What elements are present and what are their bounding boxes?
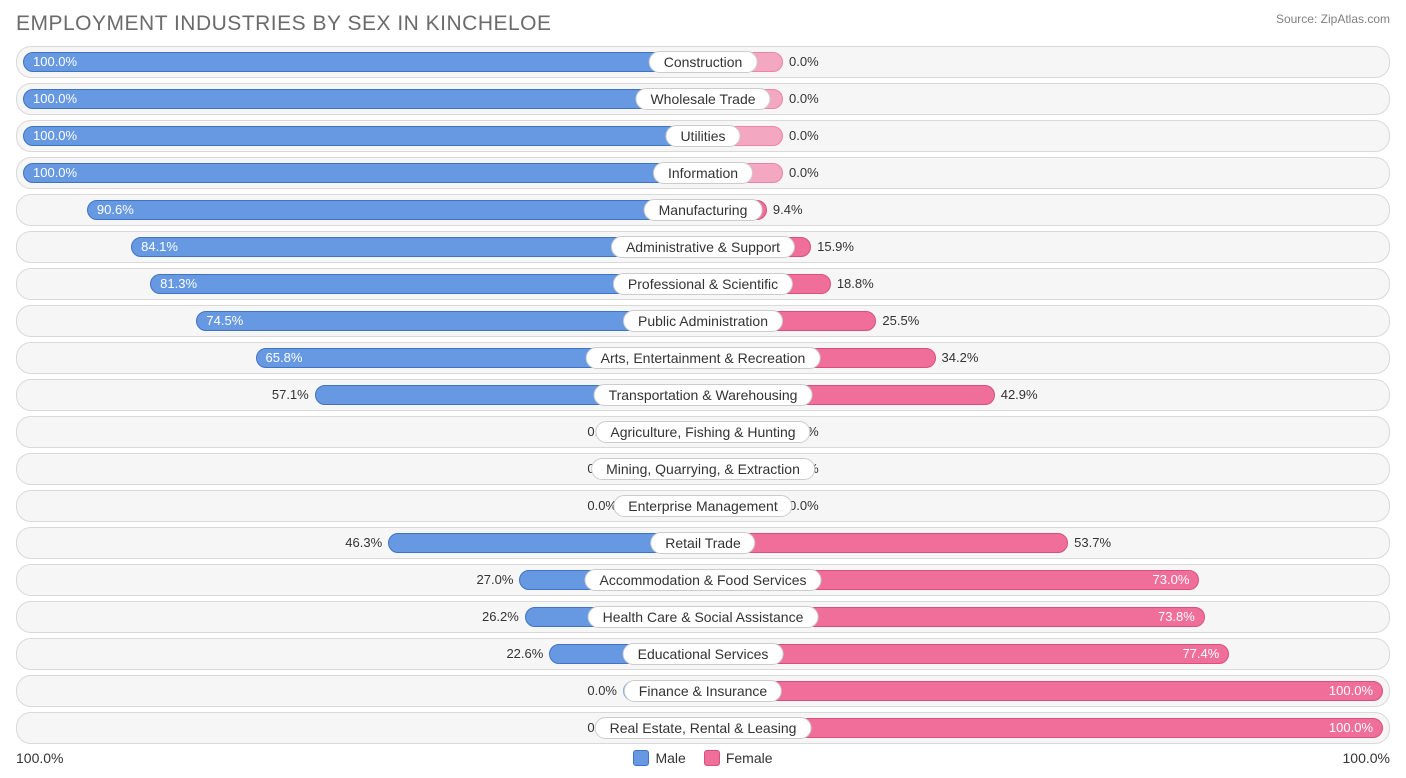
table-row: 0.0%100.0%Real Estate, Rental & Leasing <box>16 712 1390 744</box>
female-swatch-icon <box>704 750 720 766</box>
row-label-pill: Wholesale Trade <box>635 88 770 110</box>
row-label-pill: Retail Trade <box>650 532 755 554</box>
row-label-pill: Utilities <box>665 125 740 147</box>
female-pct-label: 77.4% <box>1182 639 1219 669</box>
female-pct-label: 0.0% <box>789 84 819 114</box>
table-row: 100.0% 0.0% Information <box>16 157 1390 189</box>
female-pct-label: 42.9% <box>1001 380 1038 410</box>
female-pct-label: 0.0% <box>789 121 819 151</box>
male-pct-label: 74.5% <box>206 306 243 336</box>
female-pct-label: 73.8% <box>1158 602 1195 632</box>
table-row: 0.0%0.0%Enterprise Management <box>16 490 1390 522</box>
table-row: 0.0%0.0%Mining, Quarrying, & Extraction <box>16 453 1390 485</box>
male-pct-label: 100.0% <box>33 121 77 151</box>
male-pct-label: 0.0% <box>587 676 617 706</box>
row-label-pill: Arts, Entertainment & Recreation <box>586 347 821 369</box>
male-pct-label: 46.3% <box>345 528 382 558</box>
male-pct-label: 57.1% <box>272 380 309 410</box>
female-pct-label: 53.7% <box>1074 528 1111 558</box>
male-pct-label: 100.0% <box>33 158 77 188</box>
female-pct-label: 0.0% <box>789 47 819 77</box>
row-label-pill: Professional & Scientific <box>613 273 793 295</box>
male-pct-label: 90.6% <box>97 195 134 225</box>
chart-footer: 100.0% Male Female 100.0% <box>16 750 1390 766</box>
axis-right-label: 100.0% <box>1343 750 1390 766</box>
female-bar <box>703 681 1383 701</box>
female-pct-label: 9.4% <box>773 195 803 225</box>
table-row: 84.1% 15.9% Administrative & Support <box>16 231 1390 263</box>
chart-header: EMPLOYMENT INDUSTRIES BY SEX IN KINCHELO… <box>16 12 1390 36</box>
table-row: 57.1% 42.9% Transportation & Warehousing <box>16 379 1390 411</box>
legend-item-male: Male <box>633 750 685 766</box>
male-pct-label: 22.6% <box>506 639 543 669</box>
female-pct-label: 0.0% <box>789 491 819 521</box>
table-row: 22.6% 77.4% Educational Services <box>16 638 1390 670</box>
male-bar <box>23 126 703 146</box>
male-pct-label: 100.0% <box>33 47 77 77</box>
row-label-pill: Finance & Insurance <box>624 680 782 702</box>
male-pct-label: 26.2% <box>482 602 519 632</box>
row-label-pill: Agriculture, Fishing & Hunting <box>595 421 810 443</box>
female-pct-label: 18.8% <box>837 269 874 299</box>
table-row: 65.8% 34.2% Arts, Entertainment & Recreati… <box>16 342 1390 374</box>
table-row: 100.0% 0.0% Construction <box>16 46 1390 78</box>
legend: Male Female <box>633 750 772 766</box>
row-label-pill: Mining, Quarrying, & Extraction <box>591 458 815 480</box>
female-bar <box>703 533 1068 553</box>
row-label-pill: Manufacturing <box>644 199 763 221</box>
row-label-pill: Real Estate, Rental & Leasing <box>595 717 812 739</box>
female-pct-label: 25.5% <box>882 306 919 336</box>
male-swatch-icon <box>633 750 649 766</box>
row-label-pill: Accommodation & Food Services <box>585 569 822 591</box>
table-row: 27.0% 73.0% Accommodation & Food Services <box>16 564 1390 596</box>
table-row: 90.6% 9.4% Manufacturing <box>16 194 1390 226</box>
female-pct-label: 15.9% <box>817 232 854 262</box>
female-pct-label: 0.0% <box>789 158 819 188</box>
female-pct-label: 100.0% <box>1329 713 1373 743</box>
legend-female-label: Female <box>726 750 773 766</box>
male-pct-label: 81.3% <box>160 269 197 299</box>
row-label-pill: Information <box>653 162 753 184</box>
row-label-pill: Transportation & Warehousing <box>594 384 813 406</box>
table-row: 81.3% 18.8% Professional & Scientific <box>16 268 1390 300</box>
row-label-pill: Administrative & Support <box>611 236 795 258</box>
female-pct-label: 100.0% <box>1329 676 1373 706</box>
table-row: 74.5% 25.5% Public Administration <box>16 305 1390 337</box>
chart-source: Source: ZipAtlas.com <box>1276 12 1390 26</box>
male-pct-label: 84.1% <box>141 232 178 262</box>
table-row: 46.3% 53.7% Retail Trade <box>16 527 1390 559</box>
female-pct-label: 73.0% <box>1153 565 1190 595</box>
row-label-pill: Educational Services <box>623 643 784 665</box>
table-row: 100.0% 0.0% Wholesale Trade <box>16 83 1390 115</box>
diverging-bar-chart: 100.0% 0.0% Construction 100.0% 0.0% Wholesal… <box>16 46 1390 744</box>
male-pct-label: 100.0% <box>33 84 77 114</box>
male-bar <box>23 52 703 72</box>
row-label-pill: Health Care & Social Assistance <box>588 606 819 628</box>
legend-item-female: Female <box>704 750 773 766</box>
male-bar <box>23 163 703 183</box>
table-row: 100.0% 0.0% Utilities <box>16 120 1390 152</box>
female-pct-label: 34.2% <box>942 343 979 373</box>
table-row: 26.2% 73.8% Health Care & Social Assistanc… <box>16 601 1390 633</box>
male-bar <box>23 89 703 109</box>
axis-left-label: 100.0% <box>16 750 63 766</box>
row-label-pill: Public Administration <box>623 310 783 332</box>
row-label-pill: Construction <box>649 51 758 73</box>
male-pct-label: 27.0% <box>477 565 514 595</box>
male-bar <box>87 200 703 220</box>
male-pct-label: 65.8% <box>266 343 303 373</box>
chart-title: EMPLOYMENT INDUSTRIES BY SEX IN KINCHELO… <box>16 12 552 36</box>
table-row: 0.0% 100.0% Finance & Insurance <box>16 675 1390 707</box>
row-label-pill: Enterprise Management <box>613 495 792 517</box>
legend-male-label: Male <box>655 750 685 766</box>
table-row: 0.0%0.0%Agriculture, Fishing & Hunting <box>16 416 1390 448</box>
